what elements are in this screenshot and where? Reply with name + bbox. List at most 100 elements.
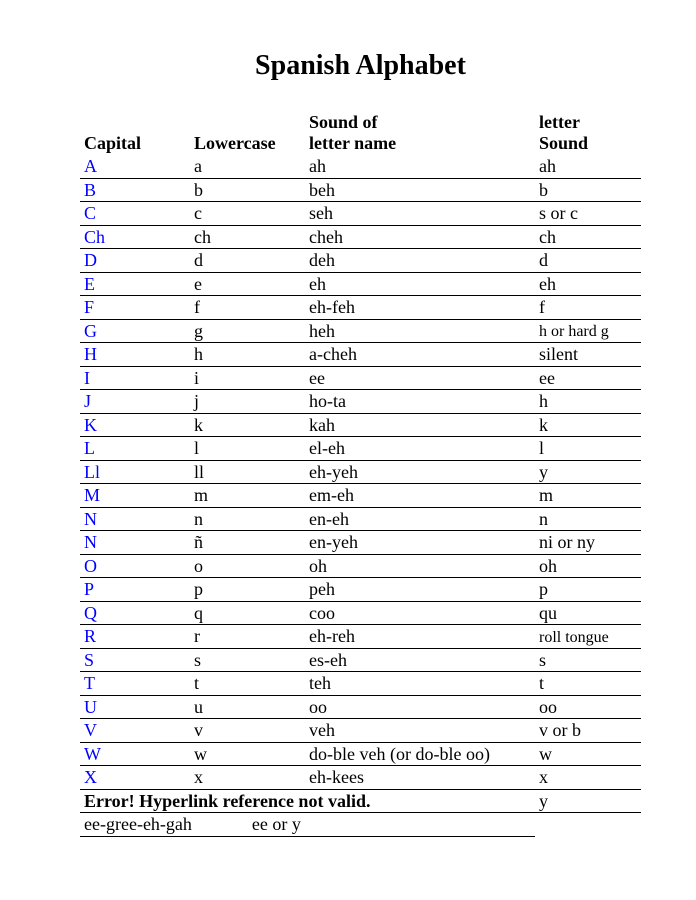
cell-letter-sound: ah [535, 155, 641, 178]
header-lowercase: Lowercase [190, 112, 305, 155]
cell-letter-sound: h or hard g [535, 319, 641, 343]
table-row: Qqcooqu [80, 601, 641, 625]
table-row: Wwdo-ble veh (or do-ble oo)w [80, 742, 641, 766]
cell-lowercase: m [190, 484, 305, 508]
document-page: Spanish Alphabet Capital Lowercase Sound… [0, 0, 696, 837]
table-row: Chchchehch [80, 225, 641, 249]
cell-capital: F [80, 296, 190, 320]
table-row: Kkkahk [80, 413, 641, 437]
table-row: Ccsehs or c [80, 202, 641, 226]
cell-capital: C [80, 202, 190, 226]
cell-capital: U [80, 695, 190, 719]
cell-capital: L [80, 437, 190, 461]
cell-capital: B [80, 178, 190, 202]
table-row: Bbbehb [80, 178, 641, 202]
cell-sound-name: ho-ta [305, 390, 535, 414]
cell-lowercase: v [190, 719, 305, 743]
cell-letter-sound: ni or ny [535, 531, 641, 555]
cell-capital: M [80, 484, 190, 508]
cell-lowercase: b [190, 178, 305, 202]
cell-lowercase: ñ [190, 531, 305, 555]
tail-cell: ee-gree-eh-gah ee or y [80, 813, 535, 837]
cell-capital: Ll [80, 460, 190, 484]
tail-name: ee-gree-eh-gah [84, 813, 192, 836]
table-row: Llel-ehl [80, 437, 641, 461]
cell-letter-sound: ee [535, 366, 641, 390]
cell-sound-name: en-eh [305, 507, 535, 531]
cell-lowercase: l [190, 437, 305, 461]
cell-capital: T [80, 672, 190, 696]
cell-letter-sound: y [535, 460, 641, 484]
cell-lowercase: f [190, 296, 305, 320]
cell-letter-sound: b [535, 178, 641, 202]
cell-sound-name: a-cheh [305, 343, 535, 367]
cell-lowercase: p [190, 578, 305, 602]
cell-lowercase: a [190, 155, 305, 178]
cell-letter-sound: v or b [535, 719, 641, 743]
cell-sound-name: seh [305, 202, 535, 226]
table-row: Lllleh-yehy [80, 460, 641, 484]
cell-capital: I [80, 366, 190, 390]
table-row: Eeeheh [80, 272, 641, 296]
cell-letter-sound: silent [535, 343, 641, 367]
alphabet-table: Capital Lowercase Sound of letter name l… [80, 112, 641, 837]
cell-capital: H [80, 343, 190, 367]
table-row: Mmem-ehm [80, 484, 641, 508]
cell-capital: P [80, 578, 190, 602]
error-text: Error! Hyperlink reference not valid. [80, 789, 535, 813]
cell-capital: N [80, 531, 190, 555]
cell-capital: D [80, 249, 190, 273]
cell-lowercase: r [190, 625, 305, 649]
cell-capital: S [80, 648, 190, 672]
tail-sound: ee or y [252, 813, 301, 836]
cell-sound-name: veh [305, 719, 535, 743]
cell-lowercase: c [190, 202, 305, 226]
table-header-row: Capital Lowercase Sound of letter name l… [80, 112, 641, 155]
cell-letter-sound: oh [535, 554, 641, 578]
table-row: Sses-ehs [80, 648, 641, 672]
cell-lowercase: o [190, 554, 305, 578]
cell-capital: N [80, 507, 190, 531]
cell-sound-name: em-eh [305, 484, 535, 508]
cell-letter-sound: qu [535, 601, 641, 625]
table-row: Nnen-ehn [80, 507, 641, 531]
cell-letter-sound: h [535, 390, 641, 414]
cell-capital: O [80, 554, 190, 578]
table-row: Xxeh-keesx [80, 766, 641, 790]
cell-sound-name: coo [305, 601, 535, 625]
cell-capital: R [80, 625, 190, 649]
cell-lowercase: w [190, 742, 305, 766]
error-sound: y [535, 789, 641, 813]
cell-sound-name: el-eh [305, 437, 535, 461]
table-row: Ttteht [80, 672, 641, 696]
cell-capital: A [80, 155, 190, 178]
cell-sound-name: eh-yeh [305, 460, 535, 484]
cell-sound-name: oh [305, 554, 535, 578]
cell-sound-name: eh-reh [305, 625, 535, 649]
cell-letter-sound: roll tongue [535, 625, 641, 649]
cell-sound-name: beh [305, 178, 535, 202]
header-letter-sound: letter Sound [535, 112, 641, 155]
page-title: Spanish Alphabet [80, 50, 641, 82]
cell-lowercase: g [190, 319, 305, 343]
cell-lowercase: h [190, 343, 305, 367]
table-row: Ooohoh [80, 554, 641, 578]
cell-lowercase: ll [190, 460, 305, 484]
cell-letter-sound: eh [535, 272, 641, 296]
tail-row: ee-gree-eh-gah ee or y [80, 813, 641, 837]
table-row: Iieeee [80, 366, 641, 390]
cell-letter-sound: ch [535, 225, 641, 249]
cell-lowercase: e [190, 272, 305, 296]
cell-lowercase: u [190, 695, 305, 719]
cell-letter-sound: f [535, 296, 641, 320]
cell-sound-name: en-yeh [305, 531, 535, 555]
cell-letter-sound: n [535, 507, 641, 531]
cell-sound-name: peh [305, 578, 535, 602]
header-sound-name: Sound of letter name [305, 112, 535, 155]
cell-sound-name: eh [305, 272, 535, 296]
table-row: Dddehd [80, 249, 641, 273]
cell-capital: Ch [80, 225, 190, 249]
cell-lowercase: ch [190, 225, 305, 249]
cell-sound-name: do-ble veh (or do-ble oo) [305, 742, 535, 766]
cell-sound-name: oo [305, 695, 535, 719]
